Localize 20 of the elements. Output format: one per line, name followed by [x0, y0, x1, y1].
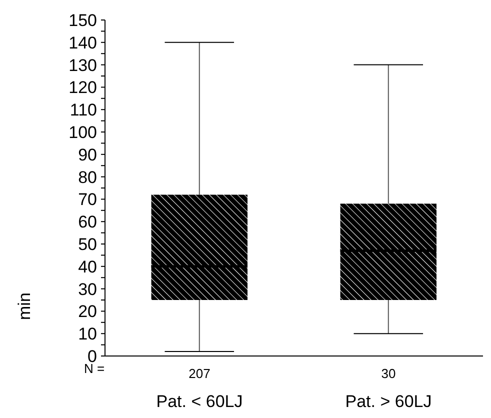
y-tick-label: 80 — [78, 168, 97, 187]
y-tick-label: 20 — [78, 302, 97, 322]
y-tick-label: 100 — [68, 123, 97, 142]
x-tick-label: Pat. < 60LJ — [156, 392, 243, 411]
y-tick-label: 150 — [68, 11, 97, 30]
y-tick-label: 10 — [78, 324, 97, 344]
x-tick-label: Pat. > 60LJ — [345, 392, 432, 411]
y-tick-label: 30 — [78, 280, 97, 299]
y-tick-label: 130 — [68, 56, 97, 75]
text: 30 — [381, 366, 396, 381]
y-tick-label: 50 — [78, 235, 97, 254]
y-tick-label: 60 — [78, 212, 97, 232]
y-tick-label: 120 — [68, 78, 97, 98]
y-tick-label: 70 — [78, 190, 97, 210]
text: 207 — [188, 366, 210, 381]
y-tick-label: 110 — [70, 100, 97, 120]
y-tick-label: 40 — [78, 257, 97, 276]
y-tick-label: 90 — [78, 145, 97, 164]
y-tick-label: 140 — [68, 33, 97, 52]
y-axis-title: min — [15, 292, 34, 320]
